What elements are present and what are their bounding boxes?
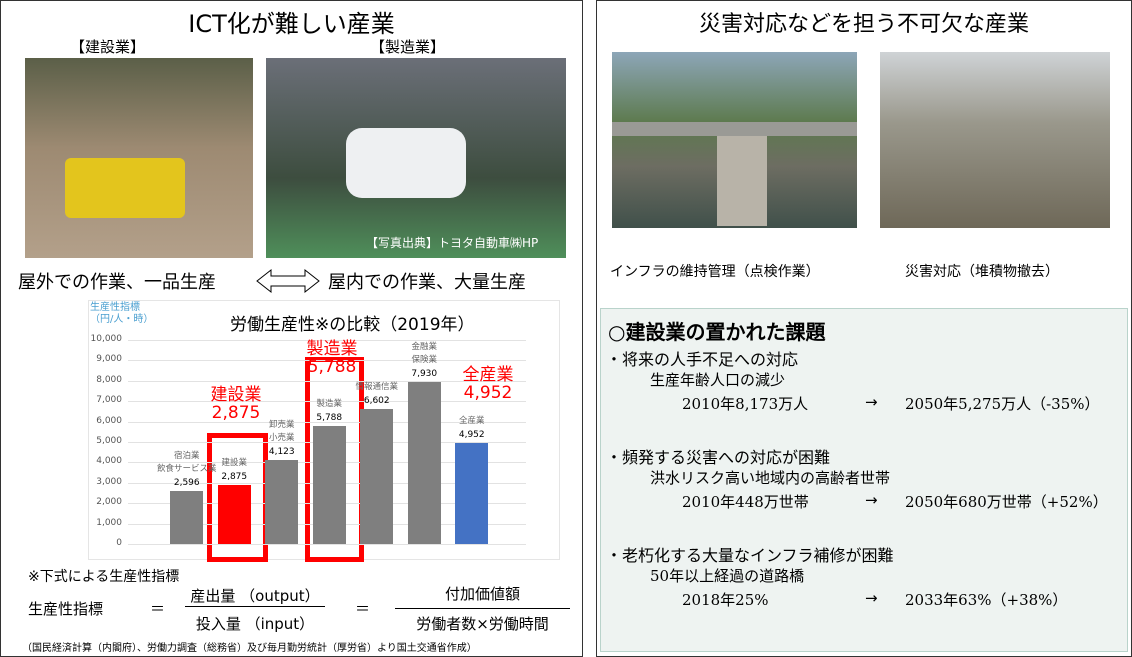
formula-eq: ＝ <box>150 598 165 619</box>
y-tick-label: 9,000 <box>70 354 122 364</box>
bar <box>455 443 488 544</box>
y-tick-label: 3,000 <box>70 477 122 487</box>
note: ※下式による生産性指標 <box>28 566 179 586</box>
issue-title: ・将来の人手不足への対応 <box>606 346 798 370</box>
bridge <box>612 122 857 136</box>
x-category-label: 建設業 <box>199 457 269 470</box>
annotation-value: 4,952 <box>448 383 528 403</box>
y-tick-label: 6,000 <box>70 416 122 426</box>
annotation-value: 5,788 <box>292 357 372 377</box>
value-label: 4,123 <box>257 447 307 457</box>
y-tick-label: 4,000 <box>70 456 122 466</box>
chart: 生産性指標 （円/人・時） 労働生産性※の比較（2019年） 0 1,000 2,0… <box>0 0 583 560</box>
grid-line <box>128 544 526 545</box>
bar <box>408 382 441 544</box>
x-category-label: 全産業 <box>437 415 507 428</box>
caption: インフラの維持管理（点検作業） <box>610 261 820 281</box>
source: （国民経済計算（内閣府）、労働力調査（総務省）及び毎月勤労統計（厚労省）より国土… <box>22 639 477 654</box>
bar <box>218 485 251 544</box>
issue-arrow: → <box>865 589 878 607</box>
numerator: 産出量 （output） <box>185 585 325 607</box>
y-tick-label: 2,000 <box>70 497 122 507</box>
title: 災害対応などを担う不可欠な産業 <box>596 6 1132 38</box>
formula-eq: ＝ <box>355 598 370 619</box>
issue-title: ・老朽化する大量なインフラ補修が困難 <box>606 542 894 566</box>
issue-arrow: → <box>865 491 878 509</box>
bar <box>170 491 203 544</box>
y-tick-label: 5,000 <box>70 436 122 446</box>
denominator: 労働者数×労働時間 <box>395 613 570 634</box>
issue-sub: 生産年齢人口の減少 <box>650 369 785 390</box>
y-tick-label: 1,000 <box>70 518 122 528</box>
annotation-label: 製造業 <box>292 334 372 359</box>
issue-arrow: → <box>865 393 878 411</box>
photo <box>612 52 857 228</box>
pier <box>717 136 767 226</box>
caption: 災害対応（堆積物撤去） <box>905 261 1059 281</box>
issue-to: 2033年63%（+38%） <box>905 589 1067 610</box>
bar <box>265 460 298 544</box>
y-tick-label: 0 <box>70 538 122 548</box>
bar <box>313 426 346 544</box>
issues-heading: ○建設業の置かれた課題 <box>608 316 825 345</box>
annotation-label: 全産業 <box>448 360 528 385</box>
chart-title: 労働生産性※の比較（2019年） <box>230 310 475 335</box>
y-tick-label: 7,000 <box>70 395 122 405</box>
denominator: 投入量 （input） <box>185 613 325 634</box>
photo <box>880 52 1110 228</box>
y-axis-label: 生産性指標 （円/人・時） <box>90 302 153 326</box>
value-label: 7,930 <box>399 369 449 379</box>
value-label: 2,596 <box>162 478 212 488</box>
value-label: 2,875 <box>209 472 259 482</box>
bar <box>360 409 393 544</box>
x-category-label: 情報通信業 <box>342 381 412 394</box>
y-tick-label: 8,000 <box>70 375 122 385</box>
issue-title: ・頻発する災害への対応が困難 <box>606 444 830 468</box>
issue-to: 2050年680万世帯（+52%） <box>905 491 1108 512</box>
annotation-value: 2,875 <box>196 403 276 423</box>
issue-sub: 洪水リスク高い地域内の高齢者世帯 <box>650 467 890 488</box>
numerator: 付加価値額 <box>395 583 570 609</box>
issue-from: 2010年448万世帯 <box>682 491 809 512</box>
formula-lhs: 生産性指標 <box>28 598 103 619</box>
issue-from: 2010年8,173万人 <box>682 393 808 414</box>
y-tick-label: 10,000 <box>70 334 122 344</box>
issue-from: 2018年25% <box>682 589 769 610</box>
annotation-label: 建設業 <box>196 380 276 405</box>
value-label: 6,602 <box>352 396 402 406</box>
value-label: 5,788 <box>304 413 354 423</box>
issue-to: 2050年5,275万人（-35%） <box>905 393 1100 414</box>
slide: ICT化が難しい産業 【建設業】 【製造業】 【写真出典】トヨタ自動車㈱HP 屋… <box>0 0 1132 657</box>
issue-sub: 50年以上経過の道路橋 <box>650 565 804 586</box>
value-label: 4,952 <box>447 430 497 440</box>
